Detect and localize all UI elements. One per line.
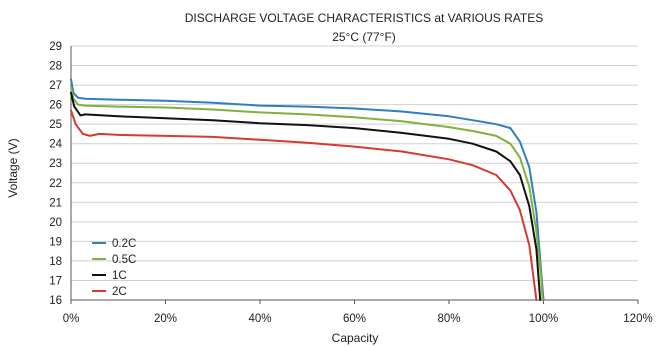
grid — [71, 45, 638, 281]
legend-label: 0.5C — [112, 254, 136, 266]
x-tick-label: 60% — [343, 313, 366, 325]
series-line-0-2c — [70, 78, 545, 301]
series-line-0-5c — [70, 86, 544, 301]
y-tick-labels: 16 17 18 19 20 21 22 23 24 25 26 27 28 29 — [49, 41, 62, 307]
x-tick-labels: 0% 20% 40% 60% 80% 100% 120% — [63, 313, 653, 325]
series-lines — [70, 78, 545, 301]
legend-label: 2C — [112, 286, 127, 298]
y-tick-label: 18 — [49, 256, 62, 268]
y-tick-label: 21 — [49, 197, 62, 209]
x-axis-label: Capacity — [332, 331, 379, 345]
y-tick-label: 20 — [49, 217, 62, 229]
x-tick-label: 20% — [154, 313, 177, 325]
legend-label: 0.2C — [112, 238, 136, 250]
y-tick-label: 29 — [49, 41, 62, 53]
chart-subtitle: 25°C (77°F) — [332, 30, 396, 44]
y-tick-label: 28 — [49, 61, 62, 73]
x-tick-label: 40% — [248, 313, 271, 325]
y-tick-label: 25 — [49, 119, 62, 131]
chart-title: DISCHARGE VOLTAGE CHARACTERISTICS at VAR… — [185, 11, 544, 25]
legend-label: 1C — [112, 270, 127, 282]
series-line-2c — [70, 109, 538, 301]
x-tick-label: 120% — [623, 313, 652, 325]
y-tick-label: 26 — [49, 100, 62, 112]
y-tick-label: 17 — [49, 275, 62, 287]
y-tick-label: 19 — [49, 236, 62, 248]
y-tick-label: 22 — [49, 178, 62, 190]
series-line-1c — [70, 91, 542, 301]
legend: 0.2C 0.5C 1C 2C — [92, 238, 136, 298]
y-tick-label: 23 — [49, 158, 62, 170]
y-tick-label: 27 — [49, 80, 62, 92]
x-tick-label: 0% — [63, 313, 80, 325]
x-tick-label: 100% — [529, 313, 558, 325]
y-axis-label: Voltage (V) — [6, 138, 20, 197]
y-tick-label: 16 — [49, 295, 62, 307]
y-tick-label: 24 — [49, 139, 62, 151]
x-tick-label: 80% — [437, 313, 460, 325]
